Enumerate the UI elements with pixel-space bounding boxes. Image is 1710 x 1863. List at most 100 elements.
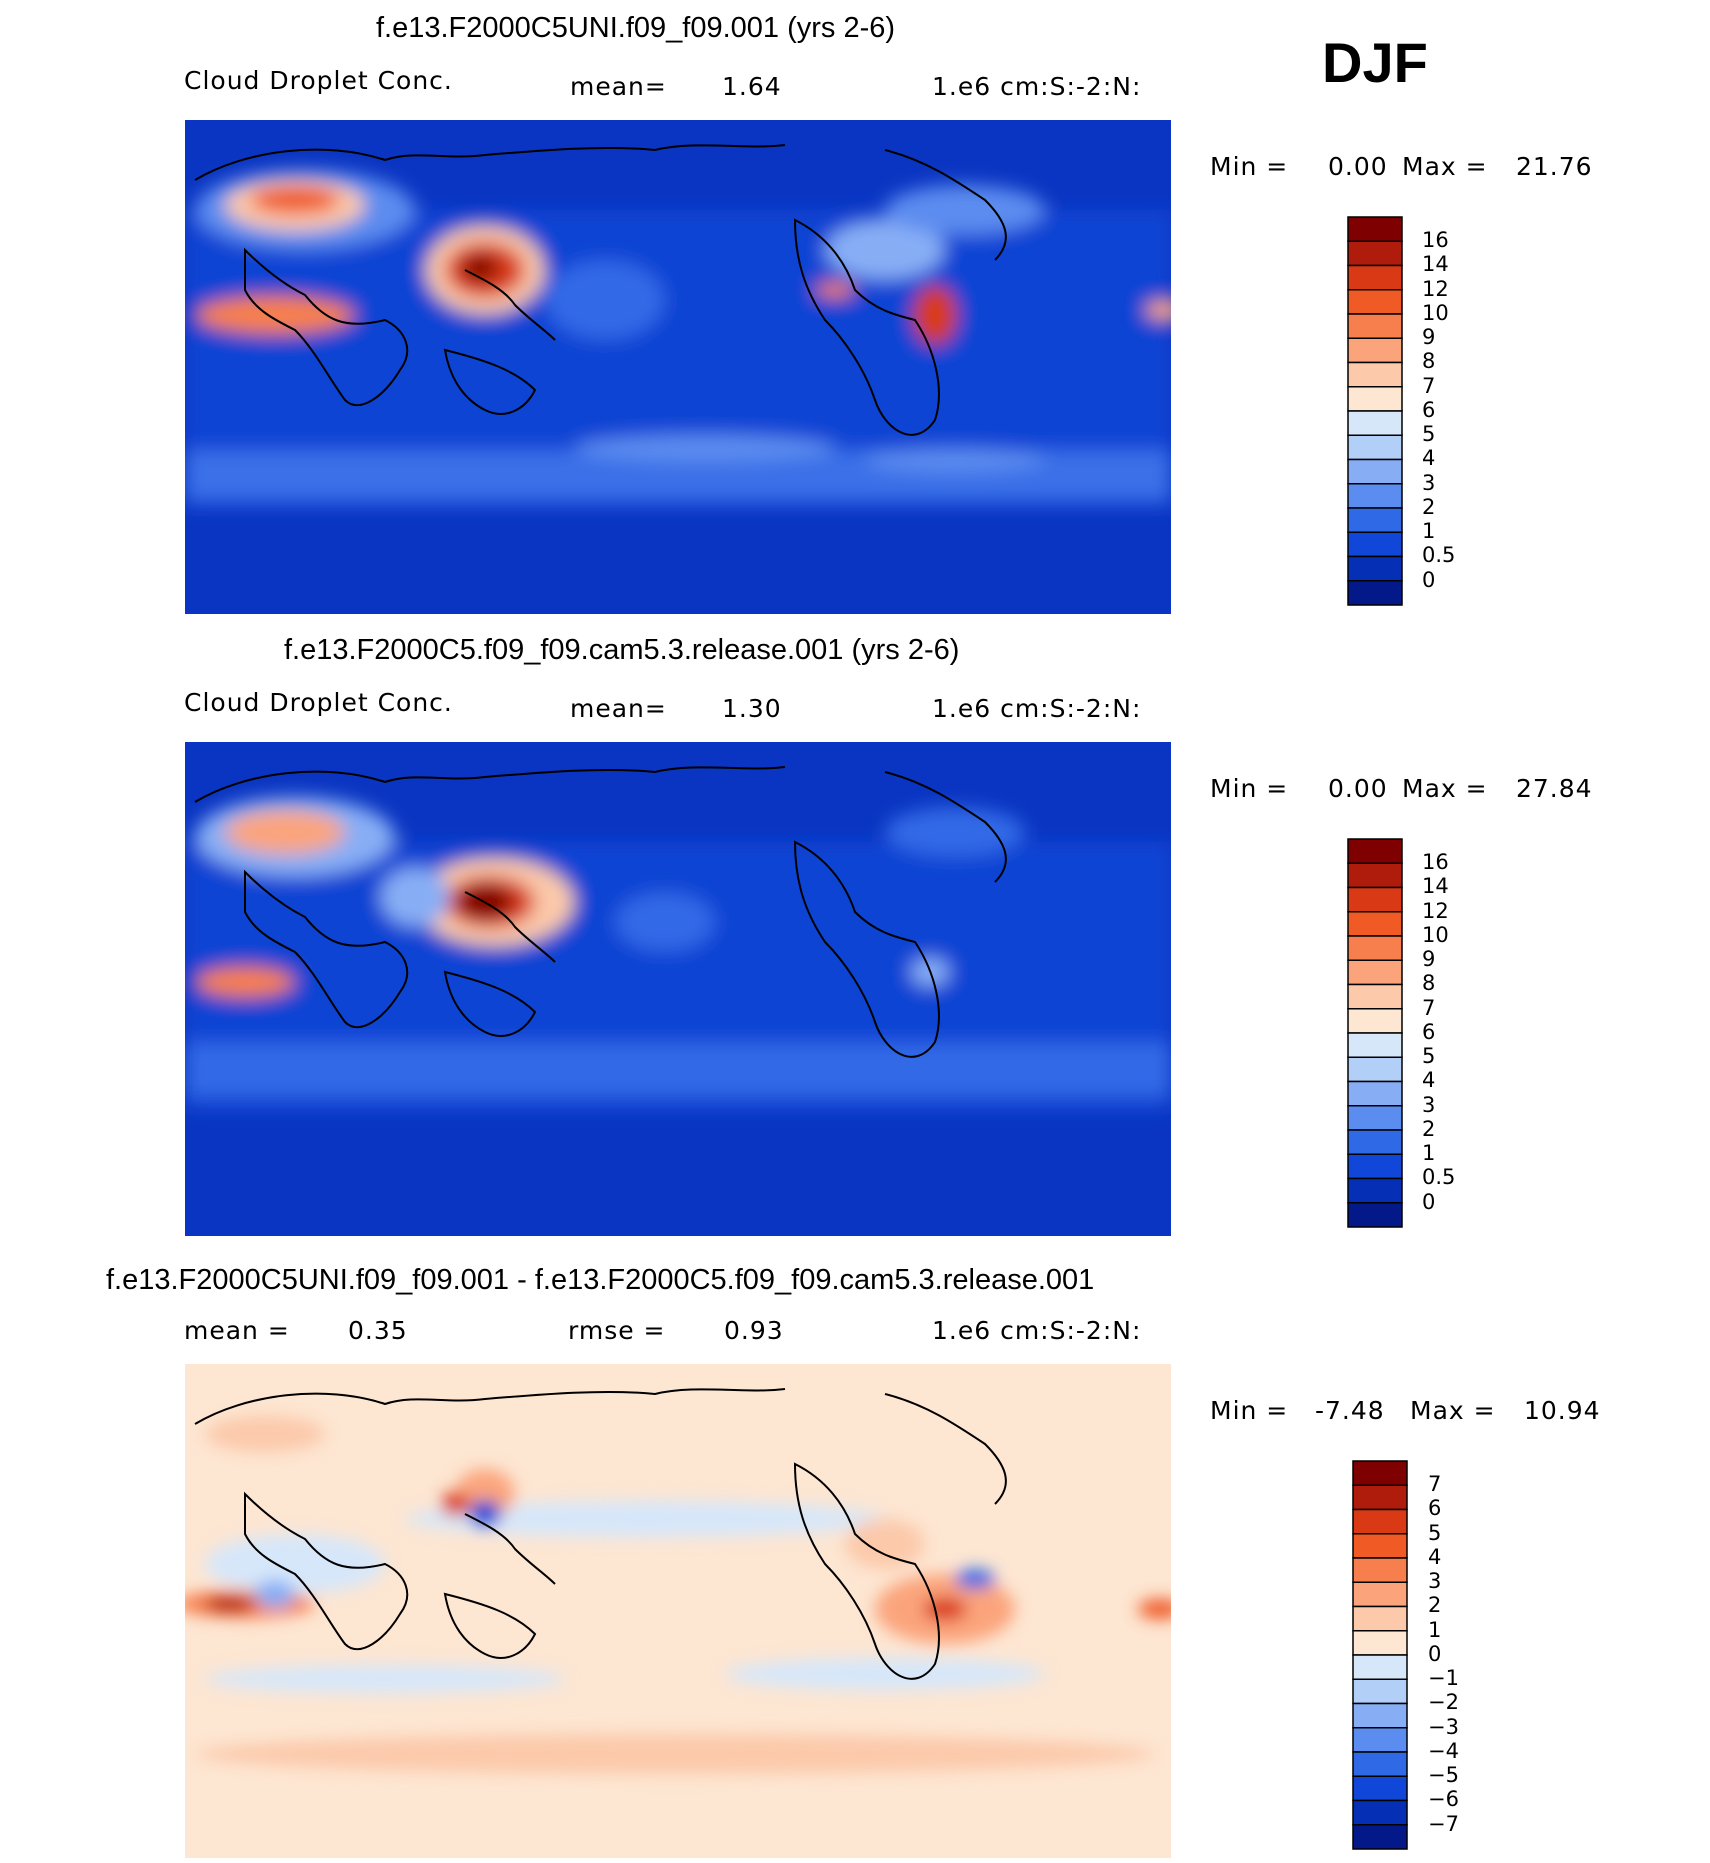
colorbar-tick-label: 0 — [1422, 1189, 1436, 1214]
colorbar-swatch — [1347, 1177, 1403, 1204]
panel-1-min-value: 0.00 — [1328, 152, 1388, 181]
panel-1-min-label: Min = — [1210, 152, 1289, 181]
colorbar-tick-label: 4 — [1428, 1544, 1442, 1569]
colorbar-swatch — [1352, 1751, 1408, 1777]
colorbar-tick-label: 3 — [1422, 1092, 1436, 1117]
panel-3-rmse-label: rmse = — [568, 1316, 666, 1345]
colorbar-swatch — [1347, 410, 1403, 436]
panel-1-variable: Cloud Droplet Conc. — [184, 66, 453, 95]
colorbar-swatch — [1352, 1484, 1408, 1511]
colorbar-swatch — [1352, 1581, 1408, 1608]
colorbar-swatch — [1347, 216, 1403, 242]
colorbar-swatch — [1347, 862, 1403, 889]
colorbar-swatch — [1347, 313, 1403, 339]
colorbar-tick-label: 10 — [1422, 922, 1449, 947]
panel-2-mean-label: mean= — [570, 694, 667, 723]
colorbar-tick-label: 5 — [1422, 422, 1436, 446]
colorbar-tick-label: 16 — [1422, 850, 1449, 874]
colorbar-swatch — [1347, 264, 1403, 291]
colorbar-tick-label: −3 — [1428, 1714, 1459, 1739]
colorbar-tick-label: 7 — [1428, 1472, 1442, 1496]
colorbar-tick-label: 0.5 — [1422, 543, 1456, 568]
colorbar-tick-label: −6 — [1428, 1787, 1459, 1812]
panel-3-min-value: -7.48 — [1315, 1396, 1385, 1425]
colorbar-tick-label: 6 — [1422, 397, 1436, 422]
panel-3-colorbar — [1352, 1460, 1408, 1850]
colorbar-tick-label: 14 — [1422, 252, 1449, 277]
panel-3-title: f.e13.F2000C5UNI.f09_f09.001 - f.e13.F20… — [106, 1264, 1095, 1296]
colorbar-tick-label: 0 — [1428, 1641, 1442, 1666]
colorbar-swatch — [1352, 1630, 1408, 1656]
panel-2-max-label: Max = — [1402, 774, 1488, 803]
panel-1-colorbar — [1347, 216, 1403, 606]
colorbar-tick-label: 6 — [1428, 1496, 1442, 1521]
colorbar-swatch — [1352, 1605, 1408, 1632]
colorbar-swatch — [1347, 458, 1403, 485]
colorbar-swatch — [1347, 1105, 1403, 1131]
colorbar-tick-label: 7 — [1422, 995, 1436, 1020]
colorbar-swatch — [1347, 386, 1403, 412]
season-label: DJF — [1322, 31, 1428, 94]
colorbar-tick-label: −7 — [1428, 1811, 1459, 1836]
colorbar-swatch — [1352, 1460, 1408, 1486]
colorbar-swatch — [1347, 1032, 1403, 1058]
panel-3-mean-value: 0.35 — [348, 1316, 408, 1345]
colorbar-tick-label: 3 — [1428, 1569, 1442, 1593]
colorbar-swatch — [1347, 983, 1403, 1010]
colorbar-tick-label: 5 — [1422, 1044, 1436, 1068]
colorbar-tick-label: 1 — [1422, 1141, 1436, 1165]
colorbar-tick-label: −5 — [1428, 1763, 1459, 1787]
panel-3-max-label: Max = — [1410, 1396, 1496, 1425]
panel-1-mean-value: 1.64 — [722, 72, 782, 101]
panel-1-mean-label: mean= — [570, 72, 667, 101]
colorbar-swatch — [1352, 1533, 1408, 1559]
colorbar-tick-label: 1 — [1422, 519, 1436, 543]
colorbar-swatch — [1352, 1775, 1408, 1802]
colorbar-swatch — [1347, 337, 1403, 364]
colorbar-tick-label: 10 — [1422, 300, 1449, 325]
panel-2-units: 1.e6 cm:S:-2:N: — [932, 694, 1142, 723]
colorbar-tick-label: 3 — [1422, 470, 1436, 495]
colorbar-swatch — [1352, 1654, 1408, 1680]
colorbar-swatch — [1347, 1056, 1403, 1083]
panel-3-units: 1.e6 cm:S:-2:N: — [932, 1316, 1142, 1345]
panel-1-map — [185, 120, 1171, 614]
panel-1-max-value: 21.76 — [1516, 152, 1593, 181]
colorbar-swatch — [1347, 361, 1403, 388]
colorbar-tick-label: 2 — [1428, 1593, 1442, 1618]
panel-3-max-value: 10.94 — [1524, 1396, 1601, 1425]
colorbar-swatch — [1347, 1129, 1403, 1155]
colorbar-swatch — [1347, 911, 1403, 937]
colorbar-swatch — [1347, 886, 1403, 913]
colorbar-swatch — [1347, 1080, 1403, 1107]
colorbar-tick-label: 9 — [1422, 947, 1436, 971]
panel-1-max-label: Max = — [1402, 152, 1488, 181]
colorbar-tick-label: 7 — [1422, 373, 1436, 398]
colorbar-swatch — [1352, 1702, 1408, 1729]
colorbar-swatch — [1347, 531, 1403, 558]
colorbar-tick-label: 1 — [1428, 1617, 1442, 1642]
colorbar-tick-label: 4 — [1422, 1068, 1436, 1093]
colorbar-tick-label: −1 — [1428, 1666, 1459, 1690]
panel-2-min-value: 0.00 — [1328, 774, 1388, 803]
panel-1-units: 1.e6 cm:S:-2:N: — [932, 72, 1142, 101]
colorbar-swatch — [1347, 935, 1403, 961]
colorbar-swatch — [1347, 434, 1403, 461]
colorbar-tick-label: 2 — [1422, 494, 1436, 519]
panel-2-title: f.e13.F2000C5.f09_f09.cam5.3.release.001… — [284, 634, 960, 666]
colorbar-swatch — [1347, 507, 1403, 533]
colorbar-swatch — [1347, 580, 1403, 606]
colorbar-tick-label: 4 — [1422, 446, 1436, 471]
colorbar-tick-label: 8 — [1422, 349, 1436, 374]
colorbar-swatch — [1347, 240, 1403, 267]
panel-3-min-label: Min = — [1210, 1396, 1289, 1425]
panel-2-map — [185, 742, 1171, 1236]
colorbar-swatch — [1347, 838, 1403, 864]
colorbar-tick-label: 6 — [1422, 1019, 1436, 1044]
panel-2-mean-value: 1.30 — [722, 694, 782, 723]
colorbar-swatch — [1352, 1727, 1408, 1753]
panel-2-variable: Cloud Droplet Conc. — [184, 688, 453, 717]
colorbar-swatch — [1352, 1557, 1408, 1583]
colorbar-tick-label: 12 — [1422, 276, 1449, 301]
panel-2-max-value: 27.84 — [1516, 774, 1593, 803]
